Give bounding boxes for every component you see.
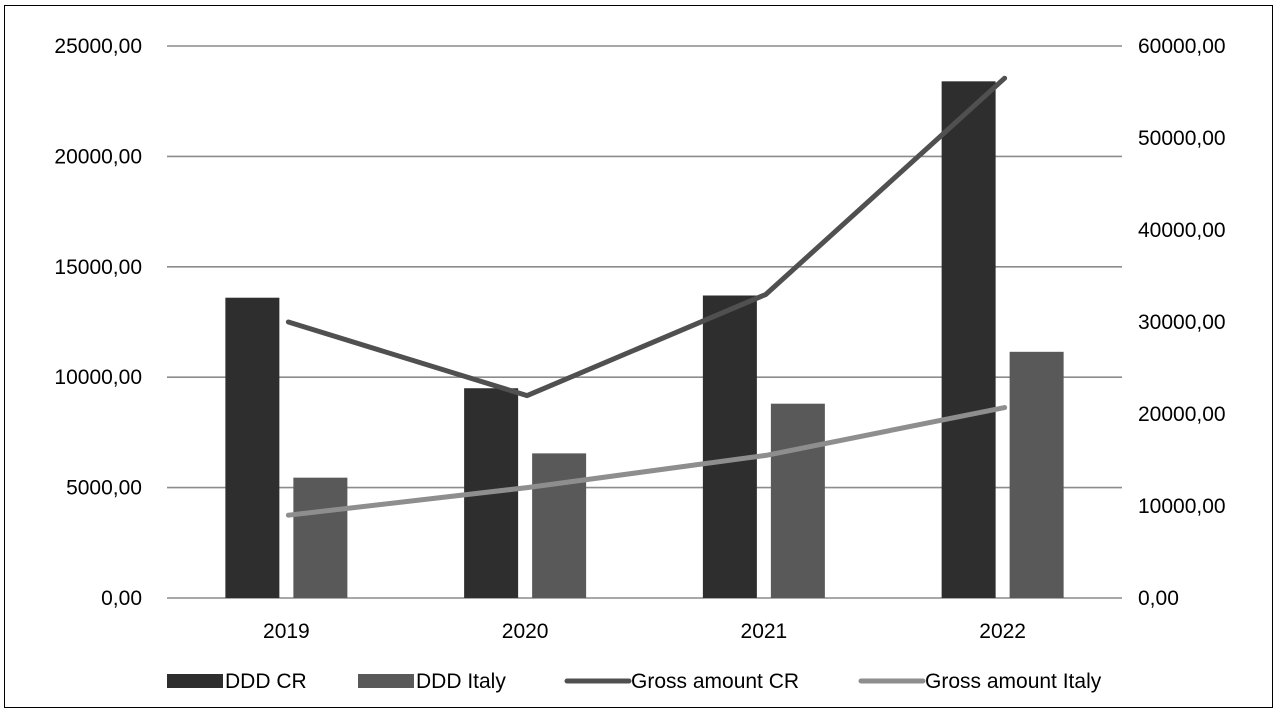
left-tick-label: 25000,00: [54, 35, 142, 58]
left-axis: 0,00 5000,00 10000,00 15000,00 20000,00 25000…: [54, 35, 142, 610]
x-tick-label: 2022: [979, 620, 1026, 643]
right-axis: 0,00 10000,00 20000,00 30000,00 40000,00 5000…: [1138, 35, 1226, 610]
legend-label: DDD Italy: [416, 670, 506, 693]
bar: [293, 477, 348, 598]
series-line: [285, 405, 1008, 518]
legend-swatch: [358, 674, 414, 688]
bar: [1009, 351, 1064, 598]
x-tick-label: 2019: [263, 620, 310, 643]
legend-label: Gross amount Italy: [925, 670, 1102, 693]
left-tick-label: 5000,00: [66, 477, 142, 500]
x-tick-label: 2020: [502, 620, 549, 643]
left-tick-label: 10000,00: [54, 366, 142, 389]
series-lines: [285, 75, 1008, 518]
x-axis: 2019 2020 2021 2022: [263, 620, 1026, 643]
left-tick-label: 15000,00: [54, 256, 142, 279]
right-tick-label: 40000,00: [1138, 219, 1226, 242]
right-tick-label: 60000,00: [1138, 35, 1226, 58]
legend-label: Gross amount CR: [631, 670, 799, 693]
bar: [702, 295, 757, 598]
x-tick-label: 2021: [741, 620, 788, 643]
legend-label: DDD CR: [225, 670, 307, 693]
bar: [532, 453, 587, 598]
right-tick-label: 30000,00: [1138, 311, 1226, 334]
right-tick-label: 10000,00: [1138, 495, 1226, 518]
bar: [225, 297, 280, 598]
legend-swatch: [167, 674, 223, 688]
series-line: [285, 75, 1008, 399]
legend: DDD CR DDD Italy Gross amount CR Gross amou…: [167, 670, 1102, 693]
bar: [941, 81, 996, 598]
right-tick-label: 0,00: [1138, 587, 1179, 610]
left-tick-label: 0,00: [101, 587, 142, 610]
right-tick-label: 20000,00: [1138, 403, 1226, 426]
bar: [770, 403, 825, 598]
left-tick-label: 20000,00: [54, 145, 142, 168]
right-tick-label: 50000,00: [1138, 127, 1226, 150]
